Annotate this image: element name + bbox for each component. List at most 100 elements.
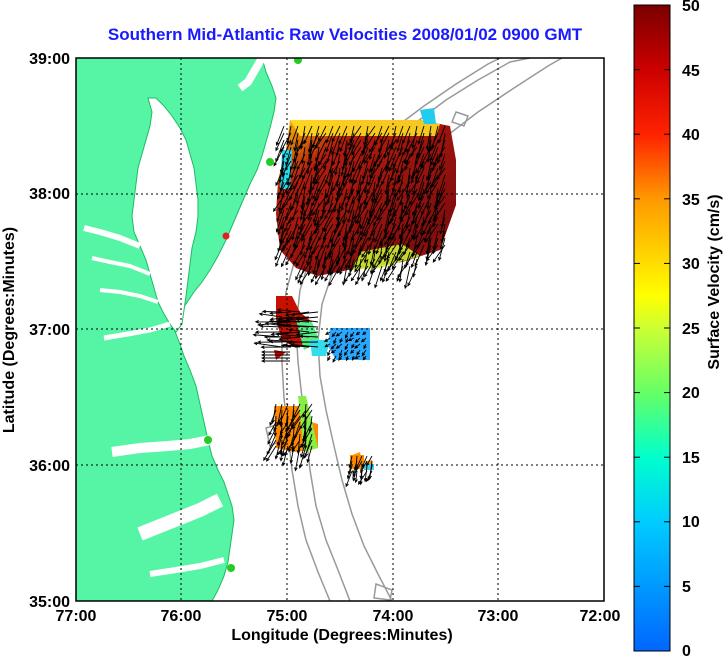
velocity-arrow [355,265,369,286]
velocity-arrow [344,331,349,339]
velocity-arrow [260,353,290,357]
velocity-arrow [345,470,353,488]
velocity-arrow [415,223,425,239]
velocity-arrow [353,195,362,220]
velocity-arrow [407,265,418,287]
velocity-arrow [289,445,295,464]
colorbar-tick-label: 5 [682,579,691,596]
velocity-arrow [312,167,320,185]
x-tick-label: 73:00 [478,608,519,625]
velocity-arrow [330,258,341,276]
velocity-arrow [358,153,369,170]
velocity-arrow [303,167,313,191]
velocity-arrow [328,265,341,287]
velocity-arrow [310,265,320,284]
velocity-arrow [410,251,418,269]
velocity-arrow [306,244,313,266]
y-tick-label: 35:00 [29,594,70,611]
velocity-arrow [354,343,361,349]
velocity-arrow [386,244,397,260]
velocity-arrow [344,343,349,351]
velocity-arrow [345,355,350,362]
colorbar-tick-label: 15 [682,450,700,467]
y-tick-label: 38:00 [29,186,70,203]
bathymetry-contours [265,58,563,601]
velocity-arrow [274,433,283,460]
velocity-arrow [296,181,306,205]
velocity-arrow [295,251,306,267]
x-tick-labels: 77:00 76:00 75:00 74:00 73:00 72:00 [56,608,621,625]
potomac-river [83,225,142,249]
velocity-arrow [388,188,397,214]
map-area [76,58,604,601]
pamlico-sound [137,493,224,541]
station-marker [222,232,230,240]
velocity-arrow [263,439,277,462]
velocity-arrow [351,139,362,156]
velocity-arrow [267,427,277,445]
y-tick-labels: 39:00 38:00 37:00 36:00 35:00 [29,51,70,611]
velocity-arrow [312,181,320,200]
velocity-arrow [312,251,320,275]
velocity-arrow [362,355,367,361]
velocity-arrow [438,153,446,171]
velocity-arrow [276,202,285,223]
velocity-arrow [350,265,362,282]
velocity-arrow [347,202,355,224]
velocity-arrow [437,139,446,164]
x-tick-label: 72:00 [580,608,621,625]
velocity-arrow [307,251,313,277]
velocity-arrow [354,355,361,359]
y-tick-label: 39:00 [29,51,70,68]
velocity-arrow [269,409,277,427]
velocity-arrow [297,209,313,231]
velocity-arrow [416,174,425,198]
velocity-arrow [275,132,285,152]
station-marker [227,564,235,572]
velocity-arrow [276,318,310,323]
colorbar-tick-label: 0 [682,643,691,659]
station-marker [294,58,302,64]
x-tick-label: 75:00 [267,608,308,625]
velocity-arrow [342,265,348,286]
velocity-arrow [339,349,343,358]
james-river [103,321,171,341]
grid-lines [76,58,604,601]
velocity-arrow [275,125,285,147]
velocity-arrow [290,125,299,146]
velocity-arrow [253,341,283,348]
velocity-arrow [374,265,383,289]
velocity-arrow [356,174,362,195]
velocity-arrow [287,433,295,453]
velocity-arrow [285,244,299,266]
velocity-arrow [272,195,285,213]
velocity-arrow [426,244,439,262]
velocity-arrow [286,125,292,145]
velocity-arrow [286,167,292,186]
velocity-arrow [254,320,283,324]
albemarle-sound [111,435,211,457]
velocity-arrow [384,174,390,195]
velocity-arrow [356,349,361,356]
velocity-arrow [426,160,439,181]
velocity-arrow [335,343,343,349]
velocity-arrow [260,359,290,363]
velocity-arrow [386,139,397,156]
velocity-arrow [362,331,367,336]
colorbar-label: Surface Velocity (cm/s) [706,194,723,369]
velocity-arrow [361,237,376,258]
velocity-arrow [297,265,306,284]
velocity-arrow [313,153,327,172]
velocity-arrow [368,139,376,161]
velocity-arrow [324,265,334,282]
velocity-arrow [360,209,369,230]
velocity-arrow [396,265,404,282]
velocity-arrow [351,343,355,349]
velocity-arrow [299,265,313,286]
velocity-arrow [355,331,361,336]
velocity-arrow [312,195,327,216]
velocity-arrow [333,337,337,345]
velocity-arrow [263,335,292,339]
velocity-arrow [396,181,411,202]
velocity-arrow [424,244,432,267]
